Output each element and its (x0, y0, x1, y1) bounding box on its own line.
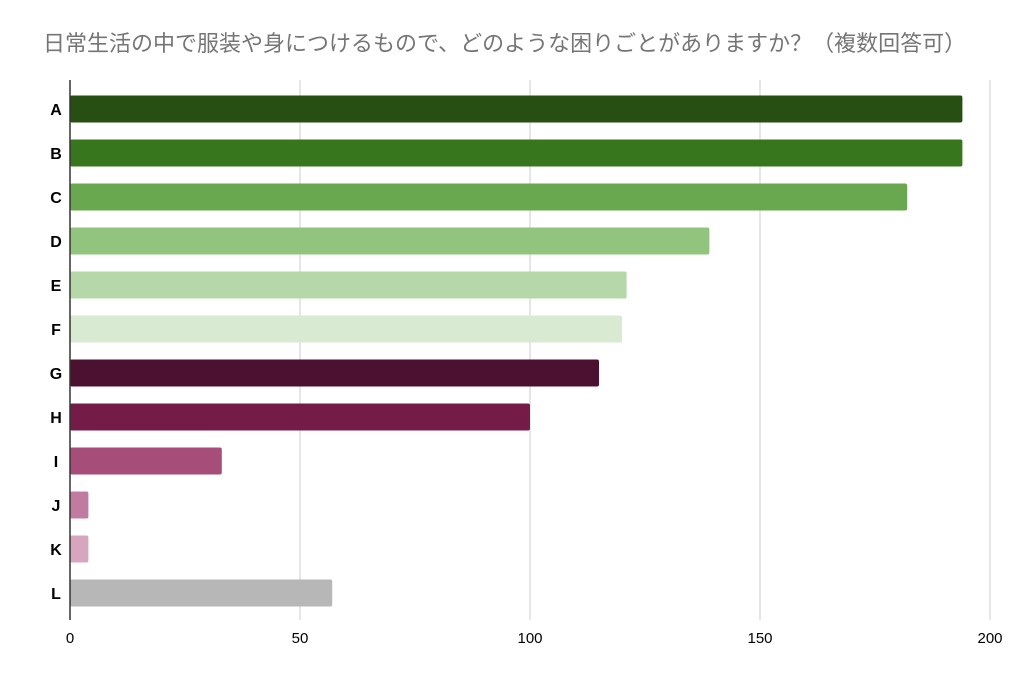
category-labels: A B C D E F G H I J K L (50, 102, 62, 603)
category-label-L: L (51, 586, 61, 603)
x-tick-labels: 0 50 100 150 200 (66, 630, 1003, 647)
x-tick-label-150: 150 (747, 630, 772, 647)
category-label-H: H (50, 410, 62, 427)
chart-title: 日常生活の中で服装や身につけるもので、どのような困りごとがありますか？（複数回答… (43, 32, 967, 57)
x-tick-label-100: 100 (517, 630, 542, 647)
gridlines (299, 80, 991, 620)
bar-K (70, 535, 89, 563)
x-tick-label-50: 50 (292, 630, 309, 647)
bar-G (70, 359, 599, 387)
bar-B (70, 139, 963, 167)
bar-D (70, 227, 710, 255)
category-label-F: F (51, 322, 61, 339)
bar-H (70, 403, 530, 431)
bar-C (70, 183, 908, 211)
category-label-I: I (54, 454, 58, 471)
category-label-C: C (50, 190, 62, 207)
bar-I (70, 447, 222, 475)
x-tick-label-200: 200 (977, 630, 1002, 647)
bar-L (70, 579, 333, 607)
category-label-J: J (52, 498, 61, 515)
bars (70, 95, 963, 607)
category-label-D: D (50, 234, 62, 251)
bar-A (70, 95, 963, 123)
category-label-K: K (50, 542, 62, 559)
x-tick-label-0: 0 (66, 630, 74, 647)
category-label-A: A (50, 102, 62, 119)
bar-F (70, 315, 622, 343)
category-label-B: B (50, 146, 62, 163)
category-label-G: G (50, 366, 62, 383)
bar-J (70, 491, 89, 519)
bar-E (70, 271, 627, 299)
category-label-E: E (51, 278, 62, 295)
